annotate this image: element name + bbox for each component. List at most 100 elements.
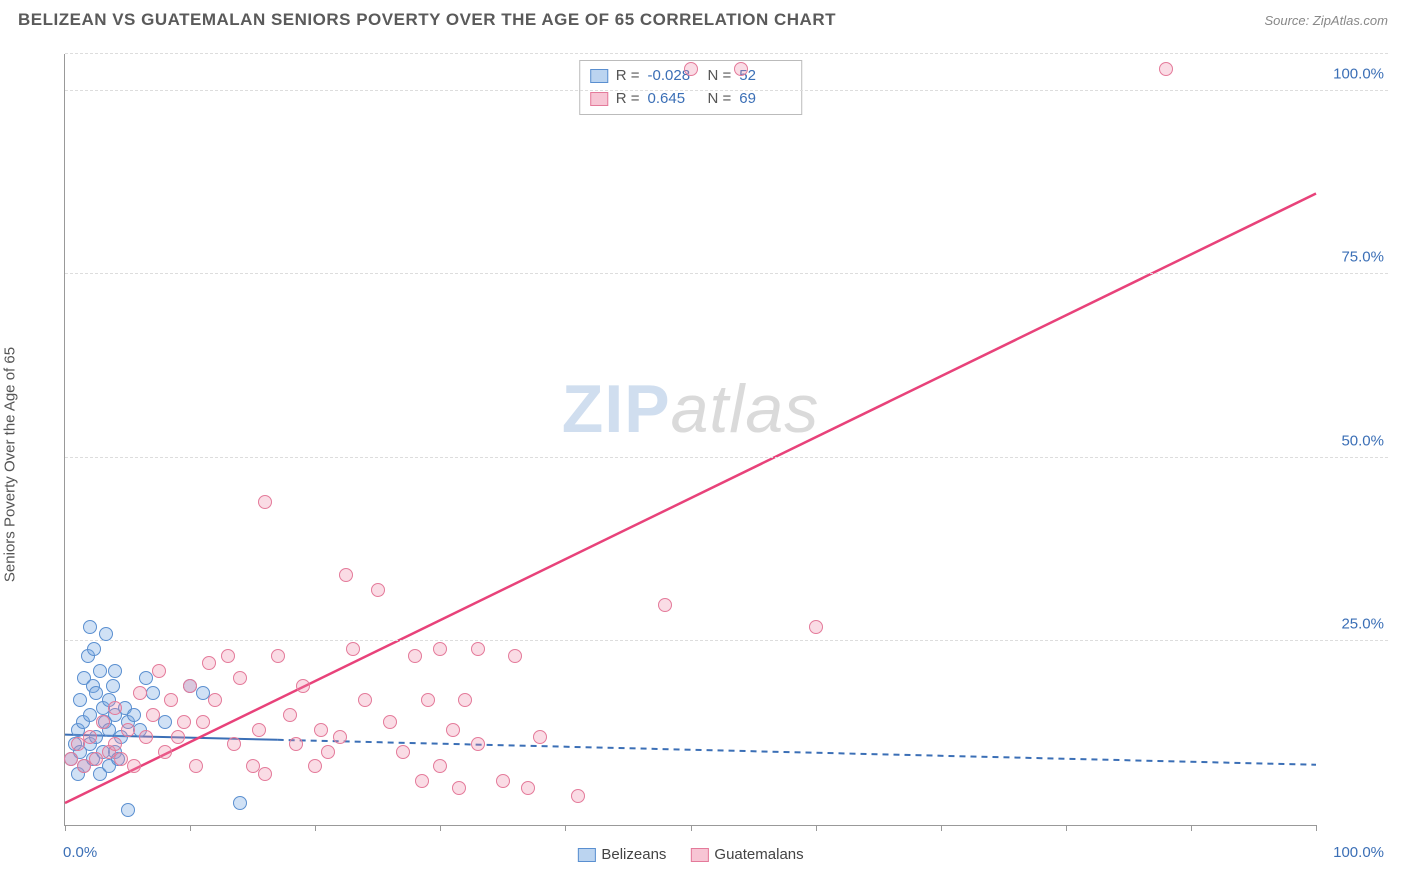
data-point xyxy=(127,759,141,773)
data-point xyxy=(121,803,135,817)
data-point xyxy=(289,737,303,751)
data-point xyxy=(371,583,385,597)
x-tick-label: 0.0% xyxy=(63,844,97,861)
y-tick-label: 50.0% xyxy=(1341,432,1384,449)
data-point xyxy=(146,708,160,722)
x-tick xyxy=(1191,825,1192,831)
data-point xyxy=(73,693,87,707)
swatch-pink-icon xyxy=(690,848,708,862)
data-point xyxy=(333,730,347,744)
y-axis-label: Seniors Poverty Over the Age of 65 xyxy=(2,347,19,582)
data-point xyxy=(258,767,272,781)
data-point xyxy=(227,737,241,751)
data-point xyxy=(133,686,147,700)
data-point xyxy=(358,693,372,707)
y-tick-label: 75.0% xyxy=(1341,249,1384,266)
data-point xyxy=(171,730,185,744)
data-point xyxy=(106,679,120,693)
data-point xyxy=(734,62,748,76)
data-point xyxy=(471,737,485,751)
data-point xyxy=(146,686,160,700)
data-point xyxy=(383,715,397,729)
data-point xyxy=(87,642,101,656)
data-point xyxy=(233,796,247,810)
data-point xyxy=(108,701,122,715)
data-point xyxy=(177,715,191,729)
gridline-h xyxy=(65,457,1388,458)
data-point xyxy=(83,730,97,744)
swatch-pink xyxy=(590,92,608,106)
data-point xyxy=(283,708,297,722)
swatch-blue xyxy=(590,69,608,83)
data-point xyxy=(396,745,410,759)
data-point xyxy=(339,568,353,582)
x-tick xyxy=(565,825,566,831)
x-tick xyxy=(65,825,66,831)
data-point xyxy=(139,730,153,744)
data-point xyxy=(415,774,429,788)
data-point xyxy=(127,708,141,722)
data-point xyxy=(658,598,672,612)
x-tick-label: 100.0% xyxy=(1333,844,1384,861)
data-point xyxy=(452,781,466,795)
data-point xyxy=(164,693,178,707)
data-point xyxy=(496,774,510,788)
data-point xyxy=(321,745,335,759)
data-point xyxy=(99,627,113,641)
data-point xyxy=(196,715,210,729)
gridline-h xyxy=(65,640,1388,641)
chart-container: Seniors Poverty Over the Age of 65 ZIPat… xyxy=(18,40,1388,872)
legend: Belizeans Guatemalans xyxy=(577,846,803,863)
data-point xyxy=(93,664,107,678)
data-point xyxy=(158,745,172,759)
data-point xyxy=(1159,62,1173,76)
data-point xyxy=(533,730,547,744)
gridline-h xyxy=(65,53,1388,54)
data-point xyxy=(89,752,103,766)
x-tick xyxy=(1066,825,1067,831)
data-point xyxy=(508,649,522,663)
data-point xyxy=(183,679,197,693)
swatch-blue-icon xyxy=(577,848,595,862)
data-point xyxy=(158,715,172,729)
x-tick xyxy=(941,825,942,831)
scatter-plot: ZIPatlas R = -0.028 N = 52 R = 0.645 N =… xyxy=(64,54,1316,826)
data-point xyxy=(521,781,535,795)
x-tick xyxy=(315,825,316,831)
x-tick xyxy=(816,825,817,831)
data-point xyxy=(202,656,216,670)
data-point xyxy=(258,495,272,509)
data-point xyxy=(446,723,460,737)
data-point xyxy=(108,664,122,678)
data-point xyxy=(408,649,422,663)
gridline-h xyxy=(65,90,1388,91)
y-tick-label: 100.0% xyxy=(1333,65,1384,82)
data-point xyxy=(121,723,135,737)
x-tick xyxy=(440,825,441,831)
legend-item-guatemalans: Guatemalans xyxy=(690,846,803,863)
x-tick xyxy=(1316,825,1317,831)
data-point xyxy=(233,671,247,685)
data-point xyxy=(152,664,166,678)
chart-title: BELIZEAN VS GUATEMALAN SENIORS POVERTY O… xyxy=(18,10,836,30)
data-point xyxy=(108,737,122,751)
data-point xyxy=(458,693,472,707)
data-point xyxy=(77,759,91,773)
legend-item-belizeans: Belizeans xyxy=(577,846,666,863)
watermark: ZIPatlas xyxy=(562,370,819,448)
data-point xyxy=(139,671,153,685)
data-point xyxy=(684,62,698,76)
data-point xyxy=(471,642,485,656)
data-point xyxy=(271,649,285,663)
data-point xyxy=(71,737,85,751)
stats-row-guatemalans: R = 0.645 N = 69 xyxy=(590,88,792,111)
data-point xyxy=(809,620,823,634)
y-tick-label: 25.0% xyxy=(1341,616,1384,633)
data-point xyxy=(571,789,585,803)
data-point xyxy=(346,642,360,656)
source-credit: Source: ZipAtlas.com xyxy=(1264,13,1388,28)
data-point xyxy=(189,759,203,773)
data-point xyxy=(433,642,447,656)
data-point xyxy=(208,693,222,707)
data-point xyxy=(314,723,328,737)
